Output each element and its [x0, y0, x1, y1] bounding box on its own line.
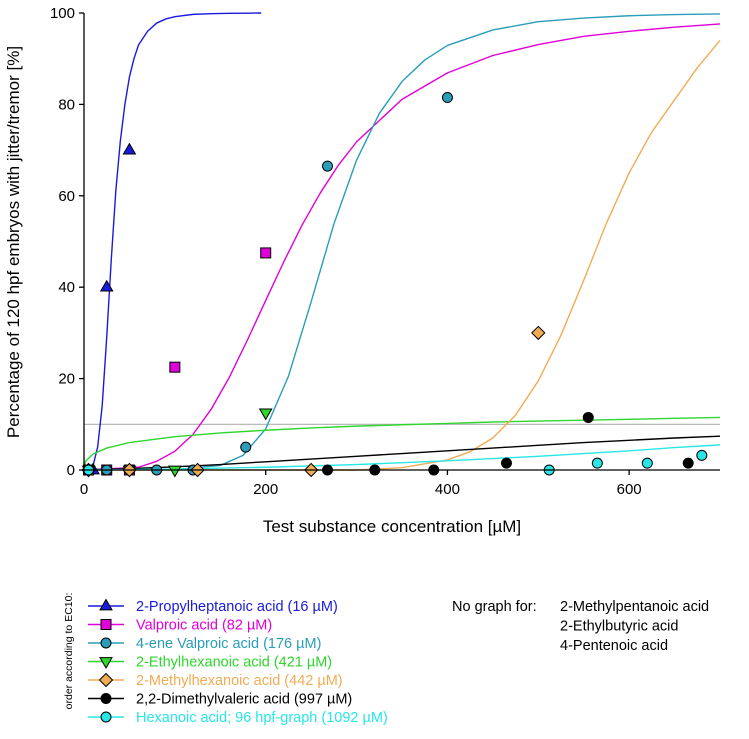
legend-marker: [98, 672, 114, 688]
y-axis-ticks: 0 20 40 60 80 100: [50, 5, 84, 479]
legend-label: Valproic acid (82 µM): [136, 618, 272, 634]
legend-label: 2,2-Dimethylvaleric acid (997 µM): [136, 692, 352, 708]
fit-curve-series-3: [83, 13, 721, 471]
x-axis-label: Test substance concentration [µM]: [263, 517, 521, 536]
fit-curve-series-6: [83, 435, 721, 471]
legend-label: 2-Propylheptanoic acid (16 µM): [136, 599, 338, 615]
data-point-series-6: [682, 457, 694, 469]
x-tick-label: 600: [617, 481, 642, 498]
data-point-series-4: [258, 408, 273, 421]
y-tick-label: 80: [58, 96, 75, 113]
fit-curve-series-2: [83, 23, 721, 471]
no-graph-note: No graph for: 2-Methylpentanoic acid 2-E…: [452, 599, 709, 654]
y-tick-label: 100: [50, 5, 75, 22]
legend-marker: [99, 657, 113, 669]
y-tick-label: 20: [58, 371, 75, 388]
no-graph-item: 2-Methylpentanoic acid: [560, 599, 709, 615]
x-tick-label: 400: [435, 481, 460, 498]
data-point-series-2: [260, 247, 272, 259]
data-point-series-3: [240, 441, 252, 453]
no-graph-item: 4-Pentenoic acid: [560, 638, 668, 654]
no-graph-label: No graph for:: [452, 599, 537, 615]
data-point-series-6: [500, 457, 512, 469]
no-graph-item: 2-Ethylbutyric acid: [560, 619, 678, 635]
plot-area: [81, 12, 721, 478]
legend-item: 2-Methylhexanoic acid (442 µM): [88, 672, 343, 689]
fit-curve-series-1: [83, 12, 262, 471]
y-axis-label: Percentage of 120 hpf embryos with jitte…: [4, 46, 23, 438]
data-points: [81, 92, 708, 478]
legend: 2-Propylheptanoic acid (16 µM) Valproic a…: [88, 598, 388, 726]
fit-curve-series-7: [83, 444, 721, 471]
legend-label: Hexanoic acid; 96 hpf-graph (1092 µM): [136, 710, 388, 726]
legend-order-label: order according to EC10:: [63, 593, 75, 710]
fit-curve-series-5: [84, 39, 721, 471]
legend-marker: [100, 619, 112, 630]
data-point-series-3: [321, 160, 333, 172]
legend-label: 2-Ethylhexanoic acid (421 µM): [136, 655, 332, 671]
legend-item: 2,2-Dimethylvaleric acid (997 µM): [88, 692, 352, 708]
legend-label: 2-Methylhexanoic acid (442 µM): [136, 673, 343, 689]
legend-marker: [99, 598, 113, 611]
data-point-series-1: [99, 279, 114, 292]
legend-label: 4-ene Valproic acid (176 µM): [136, 636, 321, 652]
legend-item: Hexanoic acid; 96 hpf-graph (1092 µM): [88, 710, 388, 726]
x-tick-label: 200: [253, 481, 278, 498]
fit-curves: [83, 12, 721, 471]
data-point-series-4: [167, 465, 182, 478]
x-tick-label: 0: [80, 481, 88, 498]
data-point-series-3: [441, 92, 453, 104]
fit-curve-series-4: [83, 416, 721, 468]
y-tick-label: 0: [67, 462, 75, 479]
legend-item: 2-Ethylhexanoic acid (421 µM): [88, 655, 332, 671]
y-tick-label: 40: [58, 279, 75, 296]
axes: 0 20 40 60 80 100 0 200 400 600: [50, 5, 720, 498]
legend-item: Valproic acid (82 µM): [88, 618, 272, 634]
legend-item: 2-Propylheptanoic acid (16 µM): [88, 598, 338, 615]
data-point-series-5: [531, 325, 546, 341]
legend-item: 4-ene Valproic acid (176 µM): [88, 636, 321, 652]
data-point-series-7: [641, 457, 653, 469]
data-point-series-1: [122, 142, 137, 155]
x-axis-ticks: 0 200 400 600: [80, 470, 642, 498]
y-tick-label: 60: [58, 188, 75, 205]
legend-marker: [100, 711, 112, 723]
legend-marker: [100, 693, 112, 704]
data-point-series-7: [591, 457, 603, 469]
data-point-series-6: [582, 411, 594, 423]
data-point-series-7: [696, 449, 708, 461]
legend-marker: [100, 637, 112, 649]
data-point-series-2: [169, 361, 181, 373]
